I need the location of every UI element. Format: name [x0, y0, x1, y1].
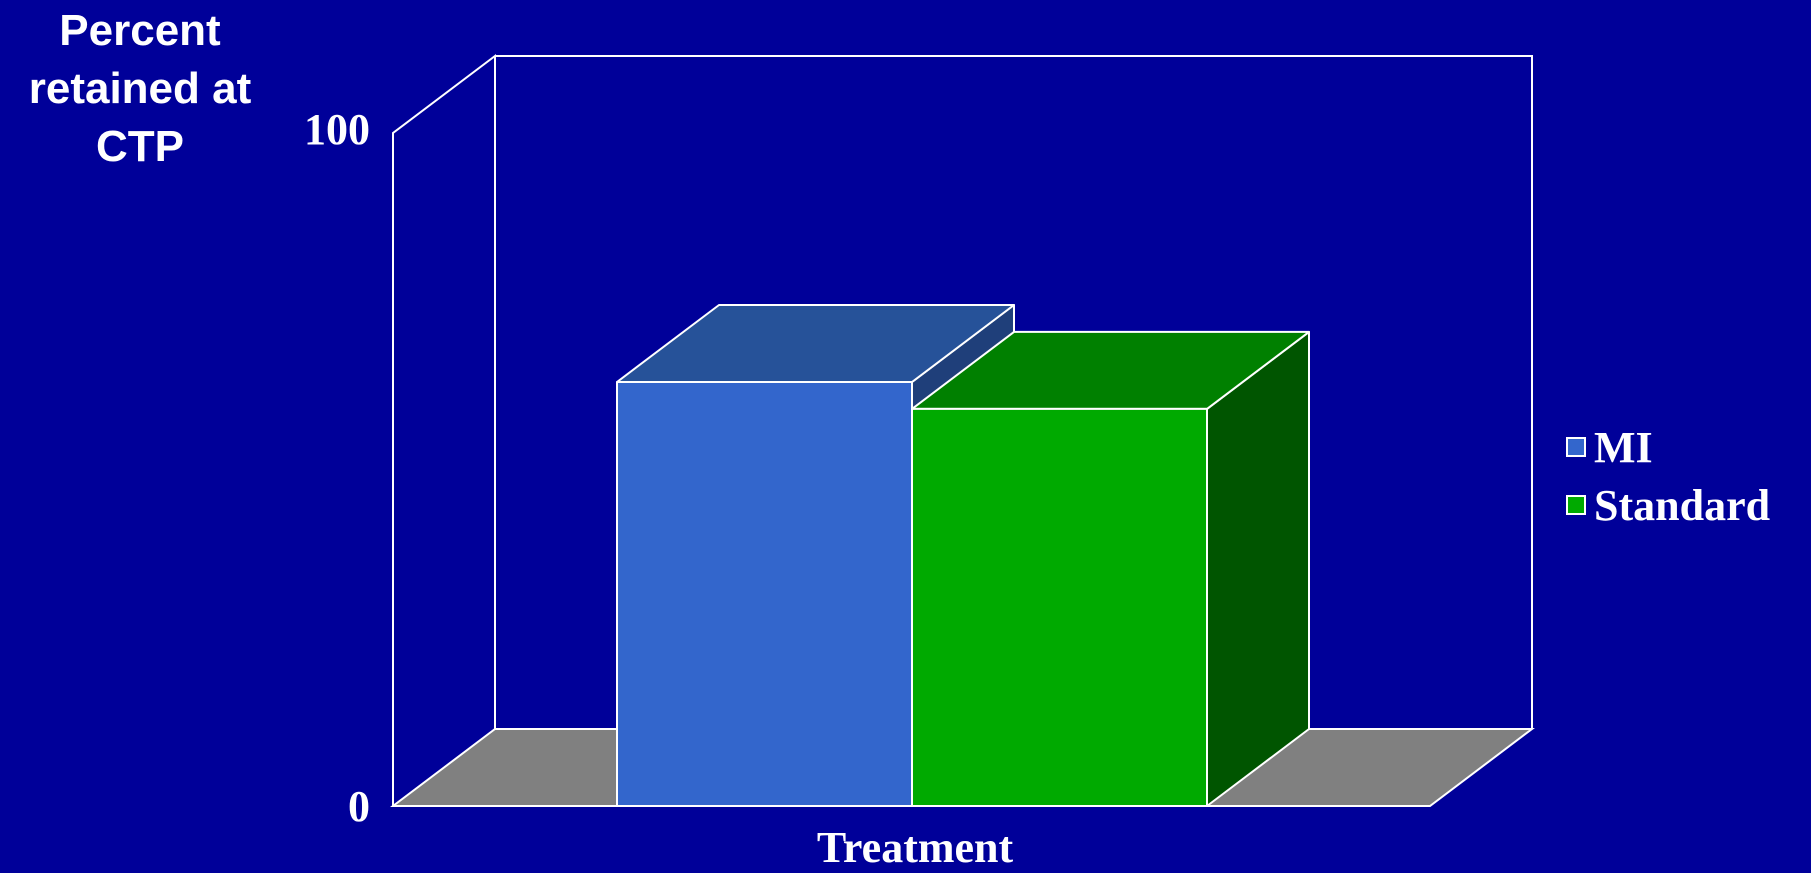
legend-swatch-standard: [1566, 495, 1586, 515]
y-axis-label-line-3: CTP: [96, 122, 184, 171]
y-tick-label-max: 100: [304, 105, 370, 154]
bar-mi-front: [616, 381, 913, 807]
bar-standard-side: [1206, 330, 1310, 807]
legend-item-mi: MI: [1566, 418, 1770, 476]
y-tick-label-min: 0: [348, 782, 370, 831]
left-wall-outline: [392, 53, 496, 806]
legend-item-standard: Standard: [1566, 476, 1770, 534]
legend-label-standard: Standard: [1594, 480, 1771, 530]
legend-label-mi: MI: [1594, 422, 1653, 472]
y-axis-label-line-2: retained at: [28, 64, 252, 113]
bar-standard: [911, 330, 1310, 807]
y-axis-label: Percent retained at CTP: [0, 2, 280, 176]
x-axis-label: Treatment: [816, 823, 1014, 872]
y-axis-label-line-1: Percent: [59, 6, 221, 55]
bar-standard-front: [911, 407, 1208, 807]
back-wall-outline: [495, 55, 1533, 729]
legend-swatch-mi: [1566, 437, 1586, 457]
bars-layer: [616, 304, 1310, 807]
legend: MI Standard: [1566, 418, 1770, 534]
